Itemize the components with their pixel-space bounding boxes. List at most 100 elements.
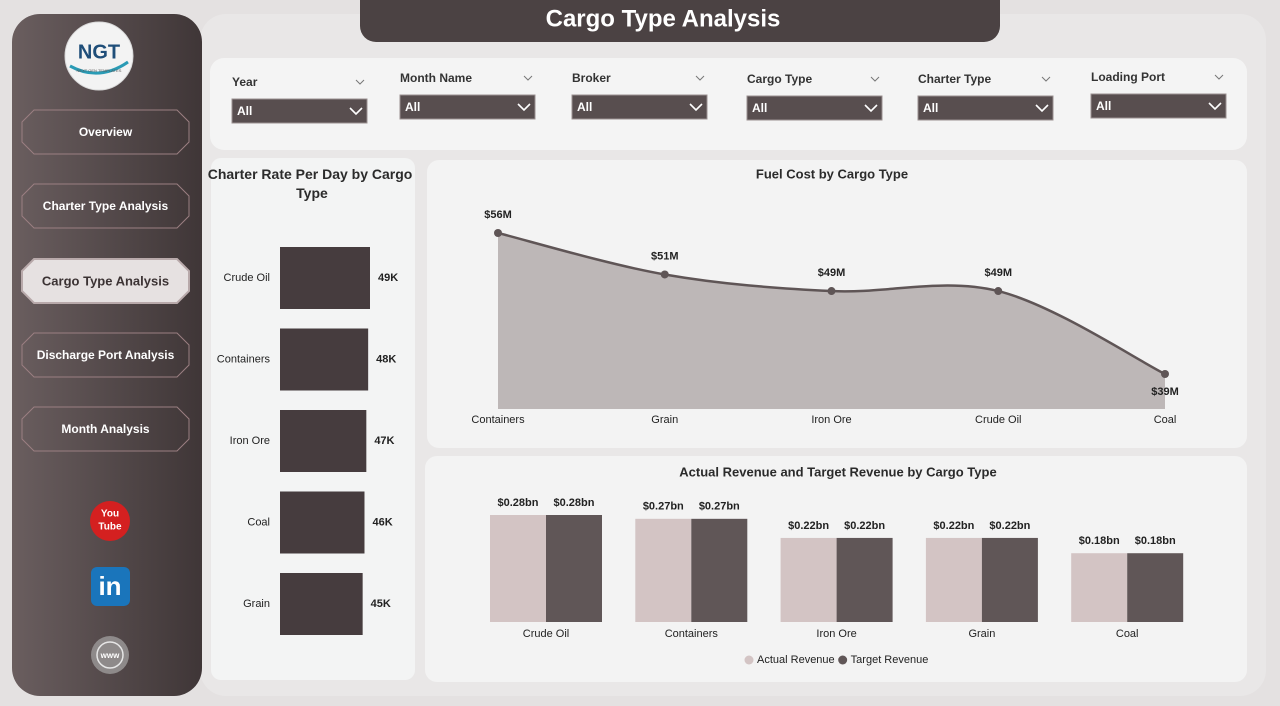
bar [836,537,893,622]
value-label: 49K [378,272,398,284]
filter-dropdown[interactable]: All [231,98,368,124]
category-label: Grain [968,628,995,640]
point [1161,370,1169,378]
globe [96,641,124,669]
chart-title: Actual Revenue and Target Revenue by Car… [679,464,996,479]
dropdown-value: All [1096,99,1111,113]
value-label: $0.22bn [844,520,885,532]
dropdown-box [571,94,708,120]
bar [780,537,837,622]
logo [64,21,134,91]
category-label: Grain [651,414,678,426]
nav-label: Discharge Port Analysis [37,348,175,362]
filter-chevron [1214,74,1224,80]
value-label: $49M [818,267,846,279]
value-label: $39M [1151,386,1179,398]
dropdown-chevron [1208,102,1222,111]
dropdown-box [746,95,883,121]
nav-shape [21,406,190,452]
value-label: $0.18bn [1079,535,1120,547]
nav-button[interactable]: Discharge Port Analysis [21,332,190,378]
linkedin-icon[interactable]: in [91,567,130,606]
value-label: 45K [371,598,391,610]
value-label: 47K [374,435,394,447]
dropdown-chevron [349,107,363,116]
dropdown-chevron [1035,104,1049,113]
chart-title: Fuel Cost by Cargo Type [756,166,908,181]
category-label: Iron Ore [230,435,270,447]
filter-dropdown[interactable]: All [746,95,883,121]
filter-dropdown[interactable]: All [399,94,536,120]
linkedin-text: in [98,571,121,601]
legend-swatch [744,655,754,665]
logo-text: NGT [78,41,120,63]
legend-label: Actual Revenue [757,654,835,666]
bar [280,247,370,309]
legend-swatch [838,655,848,665]
category-label: Grain [243,598,270,610]
bar [635,518,692,622]
filter-label: Cargo Type [747,72,812,86]
value-label: $0.22bn [989,520,1030,532]
value-label: $0.28bn [554,497,595,509]
bar [280,491,365,554]
youtube-text: Tube [98,522,122,533]
value-label: $0.18bn [1135,535,1176,547]
nav-button[interactable]: Overview [21,109,190,155]
filter-label: Month Name [400,71,472,85]
bar [280,328,369,391]
filter-chevron [355,79,365,85]
legend-label: Target Revenue [851,654,929,666]
value-label: $0.27bn [699,501,740,513]
value-label: $0.27bn [643,501,684,513]
value-label: $49M [984,267,1012,279]
web-icon[interactable]: www [91,636,129,674]
linkedin-box [91,567,130,606]
youtube-circle [90,501,130,541]
bar [925,537,982,622]
category-label: Containers [471,414,525,426]
dropdown-chevron [517,103,531,112]
filter-dropdown[interactable]: All [917,95,1054,121]
value-label: $56M [484,209,512,221]
logo-subtext: NEXT GEN TEMPLATES [77,68,122,73]
nav-label: Month Analysis [61,422,150,436]
value-label: 46K [372,516,392,528]
nav-shape [21,109,190,155]
dropdown-box [917,95,1054,121]
nav-button[interactable]: Month Analysis [21,406,190,452]
category-label: Crude Oil [975,414,1021,426]
filter-dropdown[interactable]: All [571,94,708,120]
youtube-icon[interactable]: You Tube [90,501,130,541]
nav-button[interactable]: Cargo Type Analysis [21,258,190,304]
filter-dropdown[interactable]: All [1090,93,1227,119]
nav-label: Overview [79,125,133,139]
category-label: Iron Ore [811,414,851,426]
category-label: Iron Ore [816,628,856,640]
bar [546,515,602,622]
point [827,287,836,296]
page-title: Cargo Type Analysis [546,5,781,32]
category-label: Coal [1116,628,1139,640]
filter-label: Loading Port [1091,70,1165,84]
dropdown-box [1090,93,1227,119]
dropdown-chevron [689,103,703,112]
bar [691,518,748,622]
filter-label: Year [232,75,258,89]
filter-chevron [695,75,705,81]
category-label: Containers [217,353,271,365]
bar [490,515,546,622]
filter-chevron [1041,76,1051,82]
nav-button[interactable]: Charter Type Analysis [21,183,190,229]
filter-chevron [870,76,880,82]
dropdown-value: All [752,101,767,115]
nav-shape [21,258,190,304]
dropdown-box [231,98,368,124]
category-label: Coal [247,516,270,528]
category-label: Crude Oil [523,628,569,640]
bar [1071,553,1128,622]
filter-chevron [523,75,533,81]
dropdown-box [399,94,536,120]
